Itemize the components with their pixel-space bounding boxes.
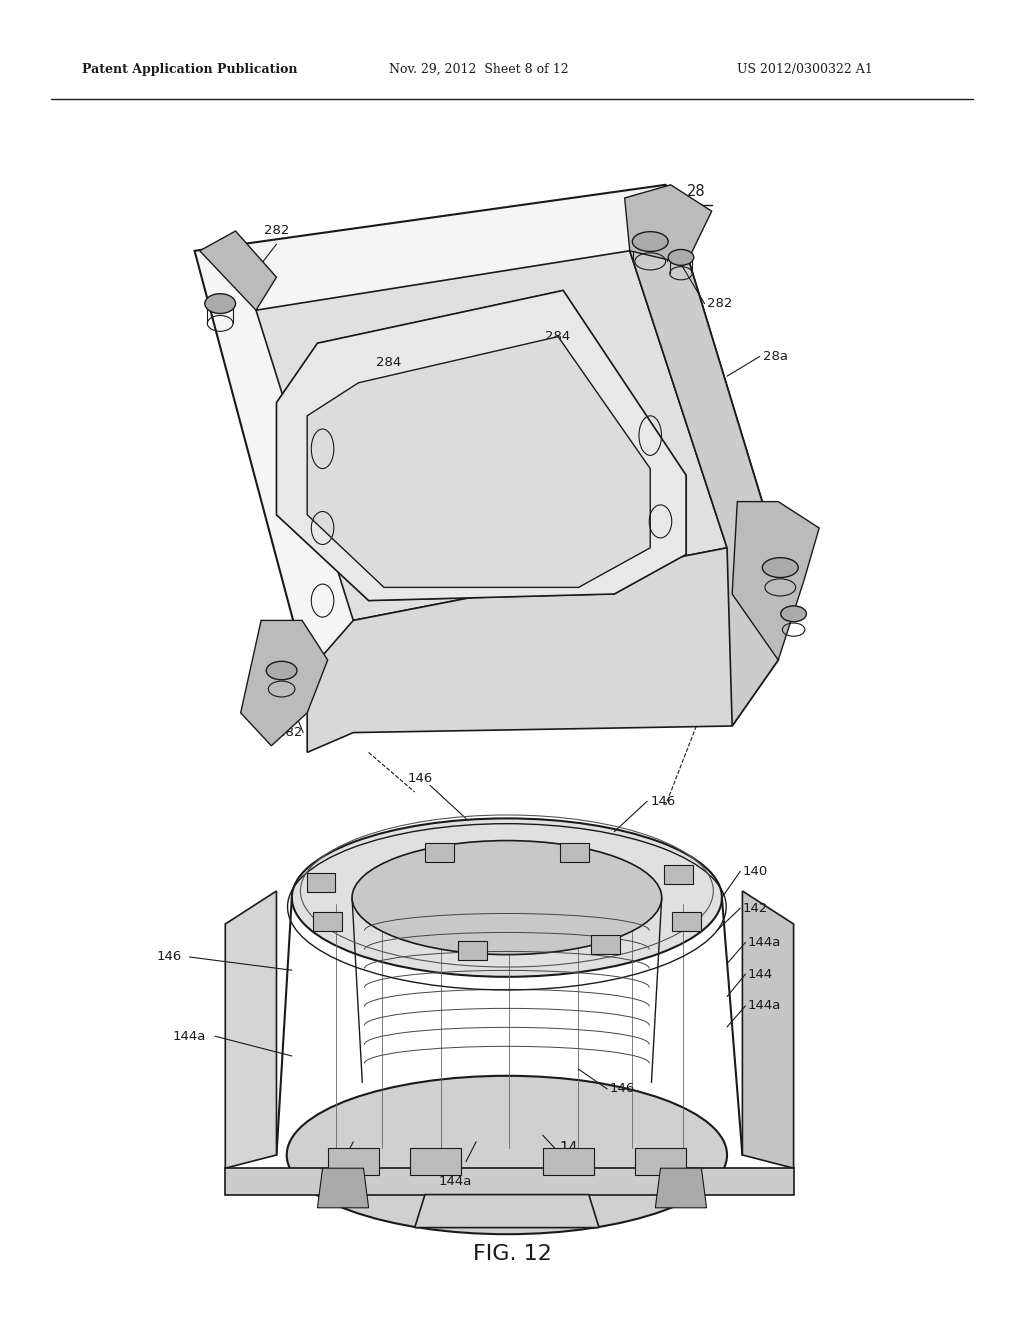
Polygon shape [307,548,778,752]
Text: FIG. 12: FIG. 12 [472,1243,552,1265]
Polygon shape [306,873,335,892]
Polygon shape [276,290,686,601]
Text: 282: 282 [707,297,732,310]
Ellipse shape [292,818,722,977]
Ellipse shape [287,1076,727,1234]
Polygon shape [425,842,454,862]
Text: 284: 284 [433,475,458,488]
Text: 146: 146 [650,795,676,808]
Text: Nov. 29, 2012  Sheet 8 of 12: Nov. 29, 2012 Sheet 8 of 12 [389,62,568,75]
Ellipse shape [352,841,662,954]
Ellipse shape [633,231,668,252]
Ellipse shape [669,249,694,265]
Text: 284: 284 [587,475,611,488]
Ellipse shape [266,661,297,680]
Polygon shape [635,1148,686,1175]
Polygon shape [458,941,486,960]
Polygon shape [313,912,342,931]
Text: 28: 28 [687,183,706,199]
Polygon shape [592,935,621,953]
Ellipse shape [205,294,236,314]
Text: 146: 146 [408,772,432,785]
Text: 282: 282 [788,535,814,548]
Text: 284: 284 [546,330,570,343]
Text: 144a: 144a [439,1175,472,1188]
Text: 284: 284 [377,356,401,370]
Polygon shape [672,912,700,931]
Text: 282: 282 [276,726,302,739]
Text: 142: 142 [742,902,768,915]
Polygon shape [195,185,778,673]
Text: US 2012/0300322 A1: US 2012/0300322 A1 [737,62,873,75]
Text: 142: 142 [331,1175,355,1188]
Polygon shape [317,1168,369,1208]
Text: 140: 140 [742,865,768,878]
Text: 144a: 144a [173,1030,206,1043]
Polygon shape [655,1168,707,1208]
Ellipse shape [781,606,807,622]
Polygon shape [543,1148,594,1175]
Polygon shape [664,865,692,884]
Polygon shape [200,231,276,310]
Text: 28a: 28a [763,350,787,363]
Polygon shape [732,502,819,660]
Text: 146: 146 [157,950,181,964]
Text: 144a: 144a [748,999,781,1012]
Polygon shape [410,1148,461,1175]
Polygon shape [225,891,276,1168]
Polygon shape [742,891,794,1168]
Polygon shape [415,1195,599,1228]
Polygon shape [307,337,650,587]
Polygon shape [241,620,328,746]
Polygon shape [560,842,589,862]
Polygon shape [256,251,727,620]
Polygon shape [328,1148,379,1175]
Polygon shape [225,1168,794,1195]
Polygon shape [625,185,712,264]
Ellipse shape [762,557,799,578]
Text: 144a: 144a [748,936,781,949]
Text: Patent Application Publication: Patent Application Publication [82,62,297,75]
Text: 282: 282 [264,224,289,238]
Text: 144: 144 [748,968,773,981]
Polygon shape [630,185,778,726]
Text: 146: 146 [609,1082,635,1096]
Text: 14: 14 [559,1140,578,1156]
